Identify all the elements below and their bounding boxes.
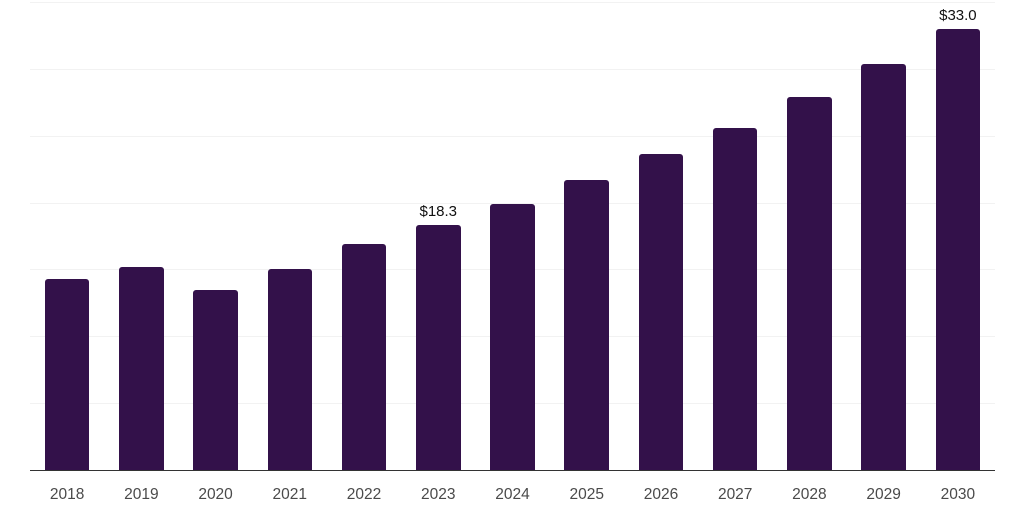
x-tick-label-2022: 2022 <box>346 486 382 503</box>
bar-2023 <box>416 225 461 470</box>
bar-2026 <box>638 154 684 470</box>
data-label-2023: $18.3 <box>419 203 458 221</box>
bar-2019 <box>119 266 164 470</box>
x-tick-label-2023: 2023 <box>421 486 456 503</box>
bar-2029 <box>861 63 906 470</box>
bar-2021 <box>267 269 313 470</box>
x-tick-label-2020: 2020 <box>198 486 233 503</box>
x-tick-label-2021: 2021 <box>272 486 308 503</box>
x-tick-label-2027: 2027 <box>717 486 753 503</box>
bar-2025 <box>564 179 609 470</box>
plot-area: 2018 2019 2020 2021 2022 $18.3 2023 2024 2025 202… <box>30 2 995 503</box>
x-tick-label-2026: 2026 <box>643 486 679 503</box>
bar-2020 <box>193 289 238 470</box>
x-tick-label-2025: 2025 <box>569 486 604 503</box>
x-axis-line <box>30 470 995 471</box>
x-tick-label-2028: 2028 <box>792 486 827 503</box>
bar-2022 <box>341 244 387 470</box>
data-label-2030: $33.0 <box>939 6 977 24</box>
x-tick-label-2018: 2018 <box>49 486 85 503</box>
bar-2030 <box>935 28 981 470</box>
x-tick-label-2030: 2030 <box>940 486 976 503</box>
x-tick-label-2029: 2029 <box>866 486 901 503</box>
bar-2018 <box>44 278 90 470</box>
bar-2027 <box>712 127 758 470</box>
bar-2024 <box>490 203 535 470</box>
gridline-30 <box>30 68 995 70</box>
gridline-20 <box>30 202 995 204</box>
gridline-25 <box>30 135 995 137</box>
x-tick-label-2019: 2019 <box>124 486 159 503</box>
gridline-35 <box>30 2 995 3</box>
bar-2028 <box>787 96 832 470</box>
x-tick-label-2024: 2024 <box>495 486 530 503</box>
